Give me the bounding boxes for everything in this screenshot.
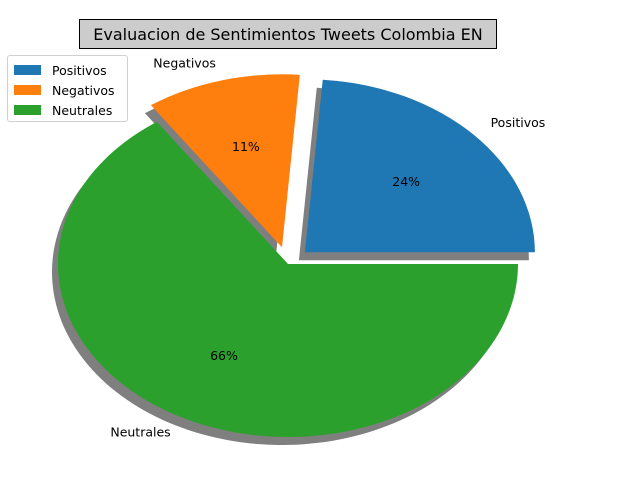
legend-label-positivos: Positivos bbox=[52, 62, 107, 78]
category-label-negativos: Negativos bbox=[153, 56, 216, 71]
legend-swatch-neutrales bbox=[14, 105, 41, 115]
category-label-positivos: Positivos bbox=[491, 115, 546, 130]
legend: Positivos Negativos Neutrales bbox=[7, 55, 128, 122]
legend-label-neutrales: Neutrales bbox=[52, 102, 113, 118]
slice-neutrales bbox=[58, 121, 519, 438]
legend-swatch-negativos bbox=[14, 85, 41, 95]
percent-label-neutrales: 66% bbox=[210, 348, 238, 363]
legend-item-positivos: Positivos bbox=[14, 60, 121, 80]
slices bbox=[58, 74, 535, 438]
percent-label-positivos: 24% bbox=[392, 174, 420, 189]
slice-positivos bbox=[304, 79, 535, 253]
legend-item-neutrales: Neutrales bbox=[14, 100, 121, 120]
slice-negativos bbox=[150, 74, 300, 248]
category-label-neutrales: Neutrales bbox=[110, 425, 170, 440]
legend-swatch-positivos bbox=[14, 65, 41, 75]
slice-labels: 24% Positivos 11% Negativos 66% Neutrales bbox=[110, 56, 545, 440]
legend-item-negativos: Negativos bbox=[14, 80, 121, 100]
percent-label-negativos: 11% bbox=[232, 139, 260, 154]
legend-label-negativos: Negativos bbox=[52, 82, 115, 98]
chart-title: Evaluacion de Sentimientos Tweets Colomb… bbox=[79, 19, 497, 49]
